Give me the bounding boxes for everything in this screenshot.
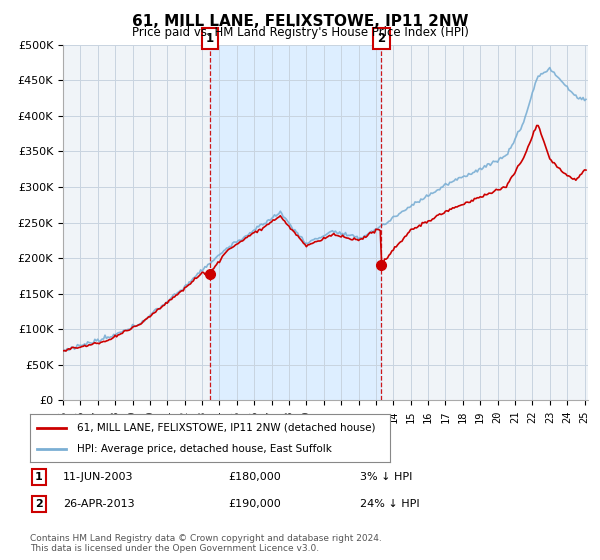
Text: 3% ↓ HPI: 3% ↓ HPI — [360, 472, 412, 482]
Text: 26-APR-2013: 26-APR-2013 — [63, 499, 134, 509]
Text: £190,000: £190,000 — [228, 499, 281, 509]
Text: 2: 2 — [35, 499, 43, 509]
Text: 61, MILL LANE, FELIXSTOWE, IP11 2NW (detached house): 61, MILL LANE, FELIXSTOWE, IP11 2NW (det… — [77, 423, 376, 433]
Text: 24% ↓ HPI: 24% ↓ HPI — [360, 499, 419, 509]
Text: £180,000: £180,000 — [228, 472, 281, 482]
Text: HPI: Average price, detached house, East Suffolk: HPI: Average price, detached house, East… — [77, 444, 332, 454]
Text: Price paid vs. HM Land Registry's House Price Index (HPI): Price paid vs. HM Land Registry's House … — [131, 26, 469, 39]
Text: 11-JUN-2003: 11-JUN-2003 — [63, 472, 133, 482]
Text: 1: 1 — [206, 32, 214, 45]
Text: 1: 1 — [35, 472, 43, 482]
Text: 61, MILL LANE, FELIXSTOWE, IP11 2NW: 61, MILL LANE, FELIXSTOWE, IP11 2NW — [132, 14, 468, 29]
Text: 2: 2 — [377, 32, 386, 45]
Bar — [210, 45, 382, 400]
Text: Contains HM Land Registry data © Crown copyright and database right 2024.
This d: Contains HM Land Registry data © Crown c… — [30, 534, 382, 553]
